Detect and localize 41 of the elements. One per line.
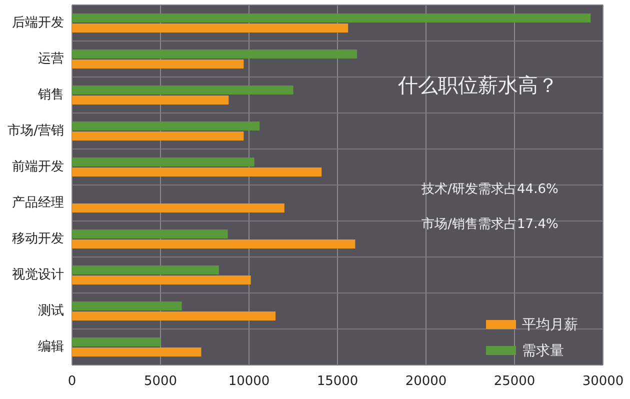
bar <box>72 96 229 104</box>
bar <box>72 122 260 130</box>
y-tick-label: 前端开发 <box>12 160 64 175</box>
bar <box>72 240 356 248</box>
legend-label: 平均月薪 <box>522 316 578 333</box>
bar <box>72 312 276 320</box>
bar <box>72 132 244 140</box>
y-tick-label: 视觉设计 <box>12 268 64 283</box>
bar <box>72 302 182 310</box>
y-tick-label: 编辑 <box>38 340 64 355</box>
x-tick-label: 20000 <box>405 374 447 389</box>
bar <box>72 348 202 356</box>
bar <box>72 204 284 212</box>
bar <box>72 86 294 94</box>
y-tick-label: 测试 <box>38 304 64 319</box>
bar <box>72 230 228 238</box>
bar <box>72 24 348 32</box>
x-tick-label: 10000 <box>228 374 270 389</box>
x-tick-label: 15000 <box>316 374 358 389</box>
bar <box>72 60 244 68</box>
x-tick-label: 30000 <box>582 374 624 389</box>
x-tick-label: 0 <box>68 374 76 389</box>
x-tick-label: 5000 <box>144 374 178 389</box>
bar <box>72 168 322 176</box>
y-tick-label: 市场/营销 <box>8 124 64 139</box>
annotation: 市场/销售需求占17.4% <box>422 217 558 232</box>
bar <box>72 266 219 274</box>
bar <box>72 338 160 346</box>
x-tick-label: 25000 <box>494 374 536 389</box>
bar <box>72 50 357 58</box>
annotation: 什么职位薪水高？ <box>397 73 558 97</box>
y-tick-label: 运营 <box>38 52 64 67</box>
bar <box>72 158 254 166</box>
y-tick-label: 销售 <box>37 88 64 103</box>
annotation: 技术/研发需求占44.6% <box>420 182 558 197</box>
y-tick-label: 产品经理 <box>12 196 64 211</box>
bar <box>72 14 591 22</box>
legend-label: 需求量 <box>522 342 564 359</box>
bar <box>72 276 251 284</box>
y-tick-label: 移动开发 <box>12 232 64 247</box>
y-tick-label: 后端开发 <box>12 16 64 31</box>
